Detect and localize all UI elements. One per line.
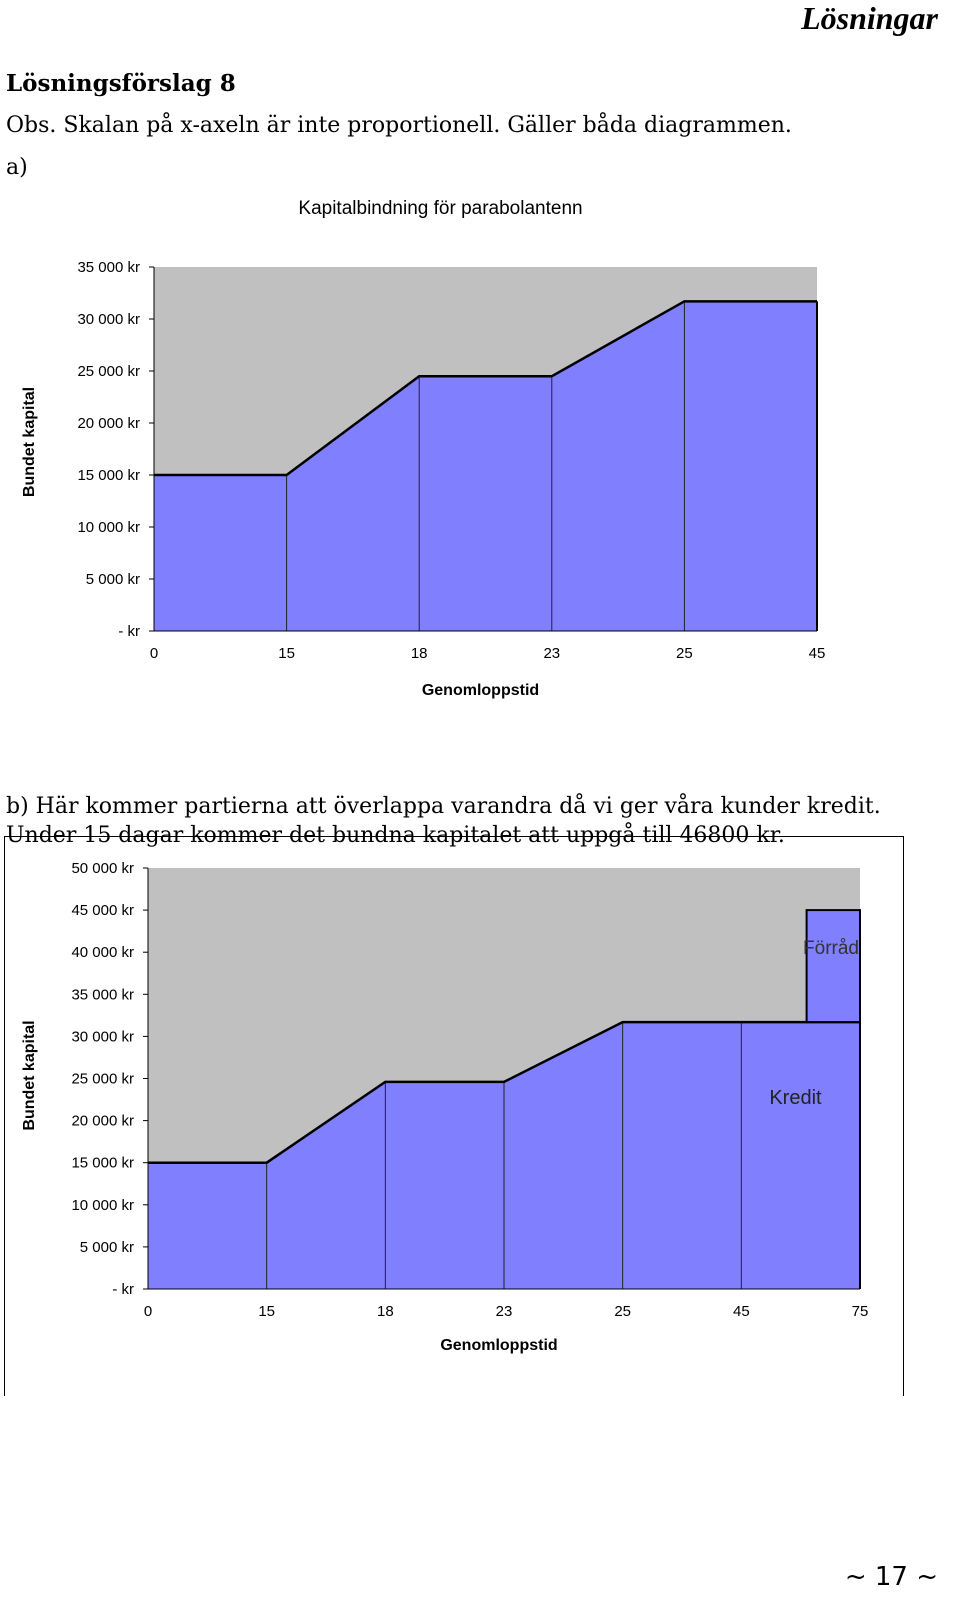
series-line	[148, 1020, 860, 1164]
x-tick-label: 15	[278, 645, 295, 662]
y-tick-label: 5 000 kr	[80, 1239, 134, 1256]
x-tick-label: 25	[676, 645, 693, 662]
x-tick-label: 45	[733, 1303, 750, 1320]
chart-b-frame	[4, 836, 904, 1396]
page-number: ~ 17 ~	[844, 1562, 938, 1592]
part-a-label: a)	[6, 155, 28, 180]
x-tick-label: 0	[144, 1303, 152, 1320]
y-tick-label: 15 000 kr	[71, 1155, 134, 1172]
chart-title: Kapitalbindning för parabolantenn	[298, 198, 582, 219]
y-tick-label: 5 000 kr	[86, 571, 140, 588]
y-tick-label: 20 000 kr	[77, 415, 140, 432]
annotation-label: Kredit	[769, 1087, 822, 1109]
y-axis-title: Bundet kapital	[21, 387, 38, 497]
area-series	[154, 301, 817, 631]
y-tick-label: 50 000 kr	[71, 860, 134, 877]
y-tick-label: 35 000 kr	[71, 986, 134, 1003]
solution-title: Lösningsförslag 8	[6, 70, 236, 97]
series-line	[154, 300, 817, 477]
y-tick-label: 35 000 kr	[77, 259, 140, 276]
y-tick-label: 30 000 kr	[77, 311, 140, 328]
y-tick-label: 25 000 kr	[77, 363, 140, 380]
x-tick-label: 18	[377, 1303, 394, 1320]
y-tick-label: 45 000 kr	[71, 902, 134, 919]
overlay-rect	[805, 909, 861, 1024]
y-tick-label: 30 000 kr	[71, 1028, 134, 1045]
y-tick-label: 40 000 kr	[71, 944, 134, 961]
x-axis-title: Genomloppstid	[422, 682, 539, 699]
chart-a: 35 000 kr 30 000 kr 25 000 kr 20 000 kr 15 0…	[21, 198, 825, 699]
chart-b: Förråd Kredit 50 000 kr 45 000 kr 40 000 kr 3…	[21, 860, 868, 1354]
x-tick-label: 45	[809, 645, 826, 662]
x-tick-label: 23	[543, 645, 560, 662]
part-b-text-line-2: Under 15 dagar kommer det bundna kapital…	[6, 823, 785, 848]
scale-note: Obs. Skalan på x-axeln är inte proportio…	[6, 113, 792, 138]
y-tick-label: 10 000 kr	[71, 1197, 134, 1214]
x-tick-label: 75	[852, 1303, 869, 1320]
x-tick-label: 15	[258, 1303, 275, 1320]
y-tick-label: 25 000 kr	[71, 1071, 134, 1088]
x-tick-label: 25	[614, 1303, 631, 1320]
part-b-text-line-1: b) Här kommer partierna att överlappa va…	[6, 794, 881, 819]
y-tick-label: - kr	[118, 623, 140, 640]
y-tick-label: - kr	[112, 1281, 134, 1298]
x-axis-title: Genomloppstid	[440, 1337, 557, 1354]
x-tick-label: 0	[150, 645, 158, 662]
y-tick-label: 10 000 kr	[77, 519, 140, 536]
x-tick-label: 18	[411, 645, 428, 662]
header-title: Lösningar	[801, 0, 938, 36]
y-tick-label: 15 000 kr	[77, 467, 140, 484]
x-tick-label: 23	[496, 1303, 513, 1320]
y-axis-title: Bundet kapital	[21, 1020, 38, 1130]
y-tick-label: 20 000 kr	[71, 1113, 134, 1130]
overlay-label: Förråd	[803, 938, 859, 959]
